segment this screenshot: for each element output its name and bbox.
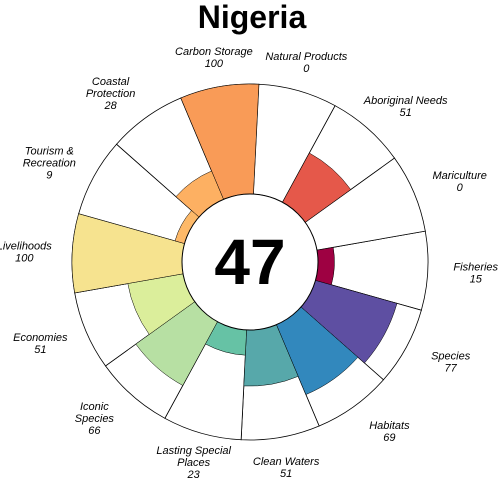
- petal-label: Mariculture 0: [432, 170, 486, 194]
- petal-label: Aboriginal Needs 51: [363, 95, 448, 119]
- petal-label: Carbon Storage 100: [175, 46, 253, 70]
- petal-label: Livelihoods 100: [0, 241, 52, 265]
- petal-label: Fisheries 15: [453, 261, 498, 285]
- center-score: 47: [214, 226, 285, 298]
- petal-label: Species 77: [431, 350, 471, 374]
- petal-label: Clean Waters 51: [253, 456, 320, 480]
- petal-label: Coastal Protection 28: [86, 76, 136, 112]
- center-hole: [181, 193, 319, 331]
- chart-title: Nigeria: [198, 0, 307, 35]
- petal-label: Iconic Species 66: [75, 401, 115, 437]
- petal-label: Natural Products 0: [265, 51, 347, 75]
- petal-label: Tourism & Recreation 9: [23, 146, 76, 182]
- petal-label: Lasting Special Places 23: [156, 445, 231, 481]
- petal-labels: Fisheries 15 Species 77 Habitats 69 Clean Wate…: [0, 46, 499, 481]
- petal-label: Economies 51: [13, 332, 68, 356]
- petal-label: Habitats 69: [369, 420, 410, 444]
- petal-fills: [71, 83, 398, 395]
